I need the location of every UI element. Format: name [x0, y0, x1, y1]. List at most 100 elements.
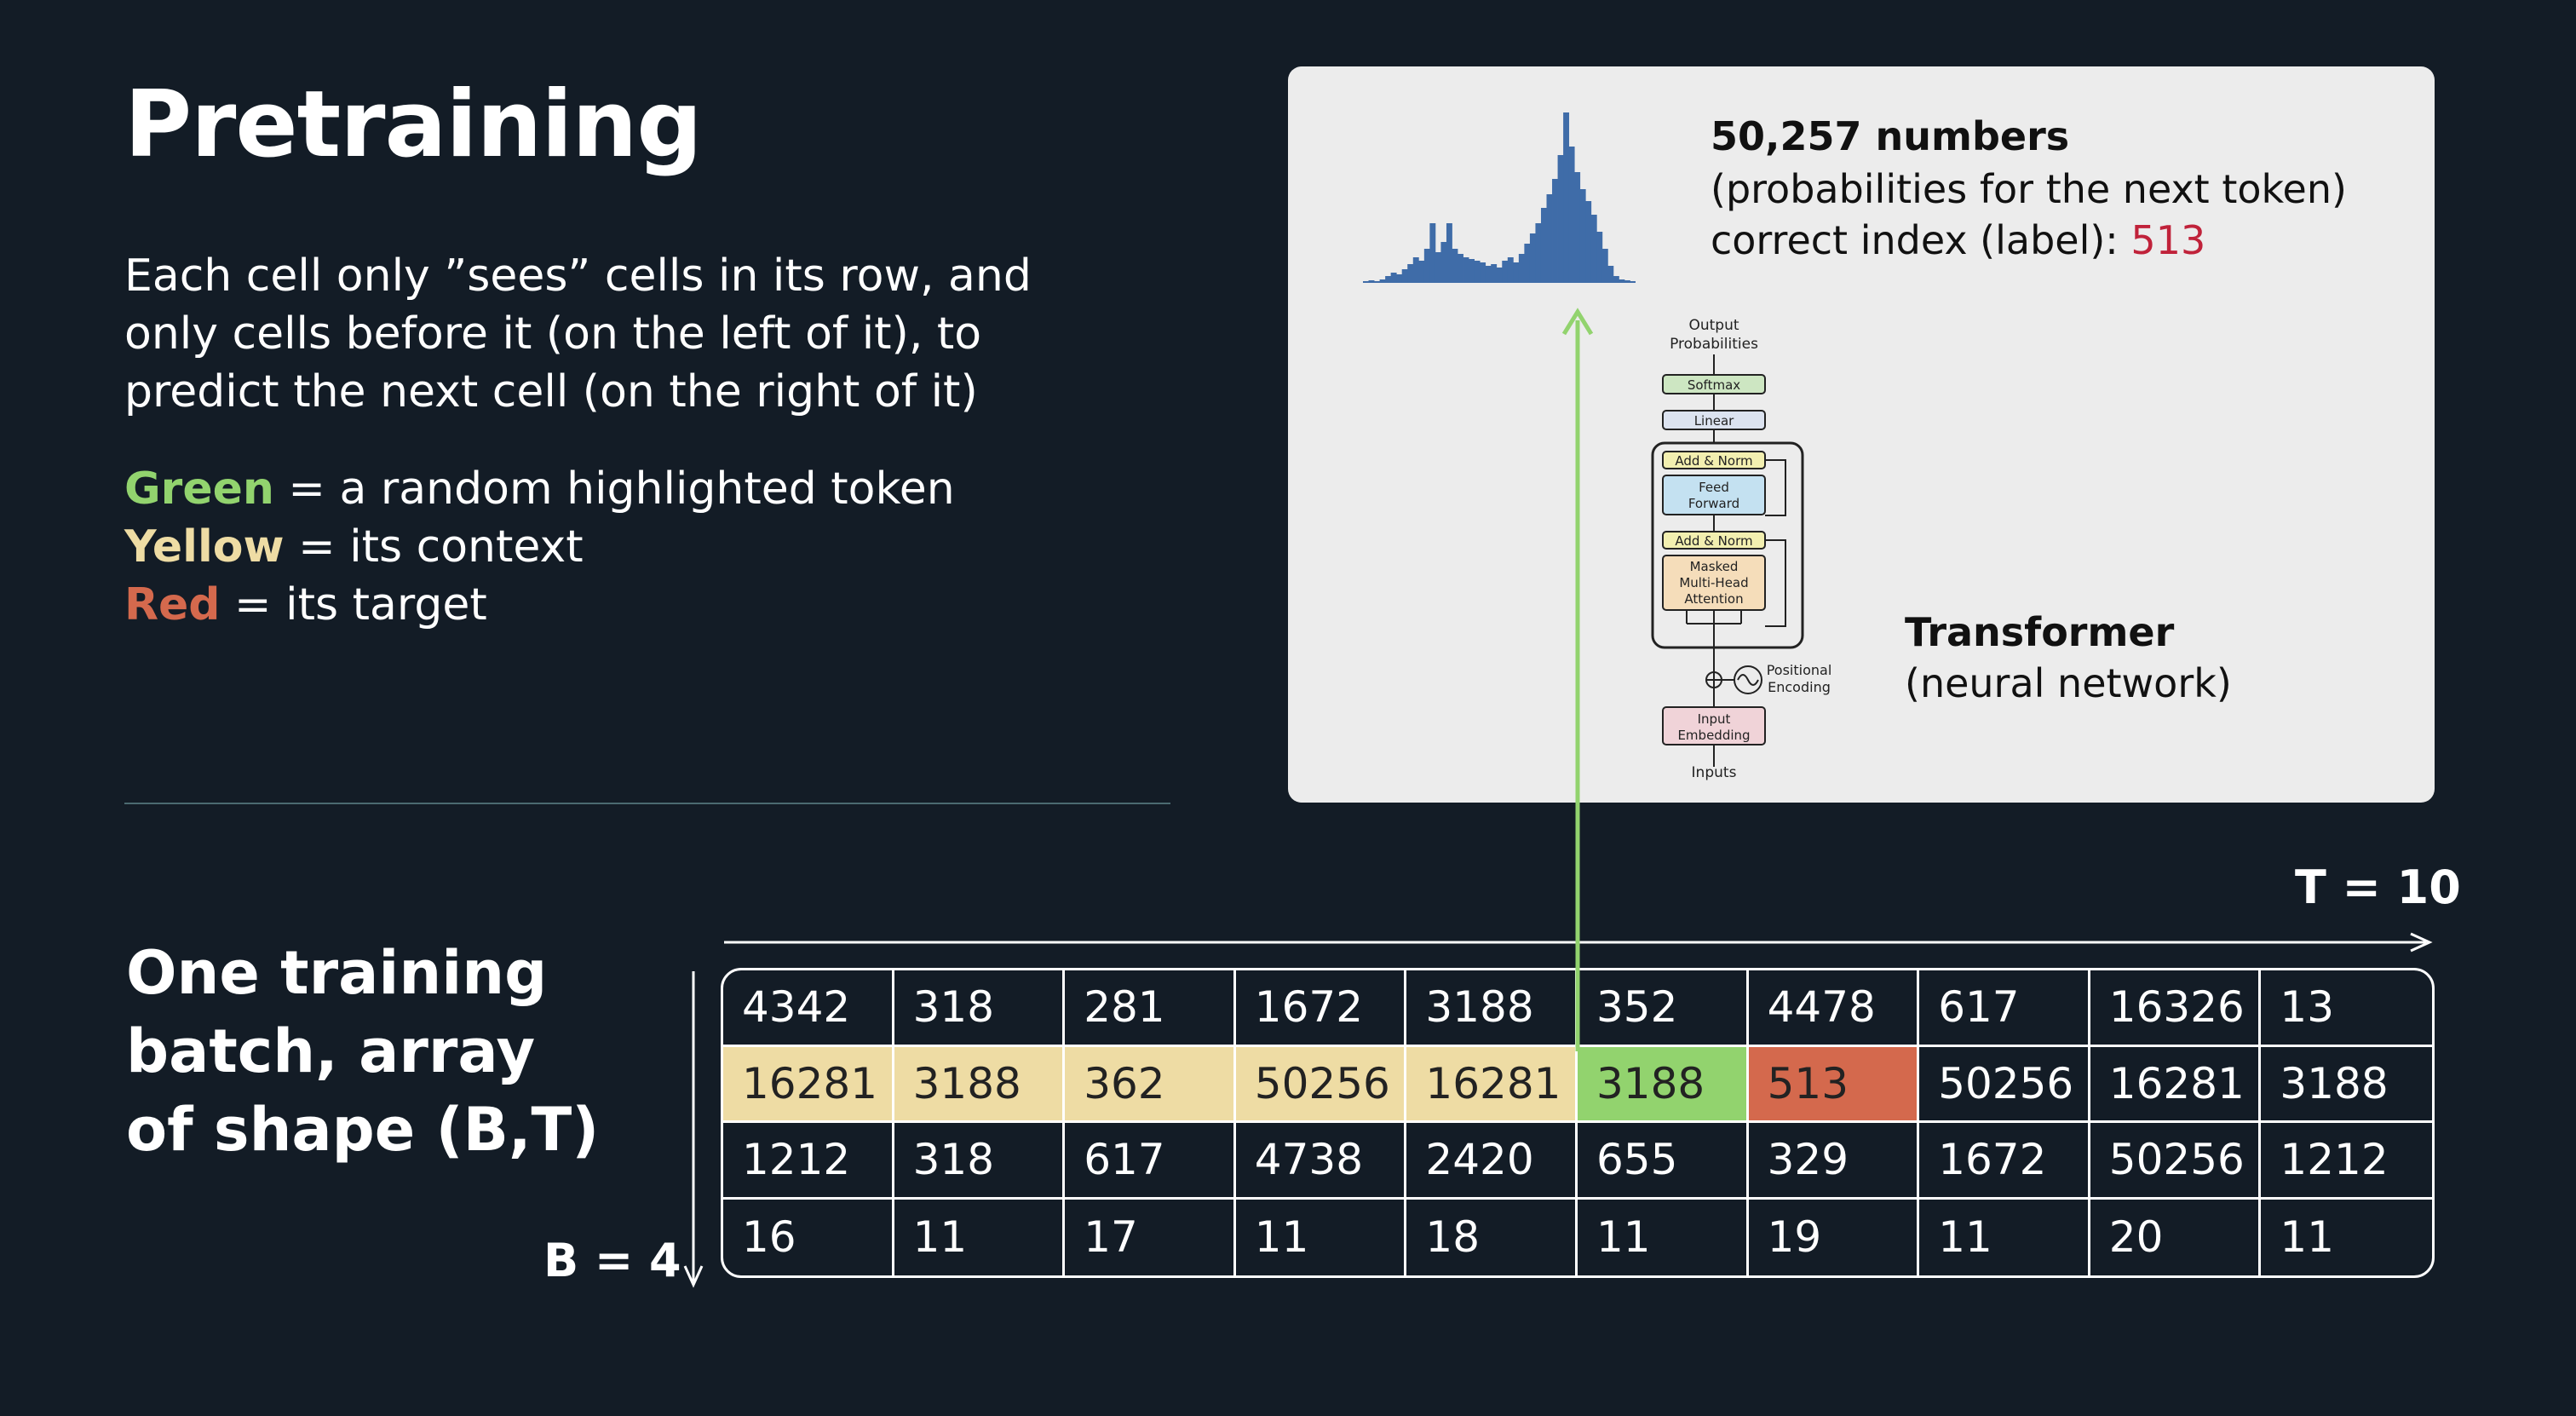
histogram-bar: [1368, 280, 1375, 283]
t-axis-label: T = 10: [2295, 861, 2461, 914]
numbers-subtitle: (probabilities for the next token): [1711, 166, 2347, 212]
legend-red-text: = its target: [220, 579, 487, 630]
slide-title: Pretraining: [124, 72, 703, 178]
b-axis-label: B = 4: [543, 1234, 681, 1287]
batch-cell: 13: [2261, 970, 2432, 1047]
histogram-bar: [1407, 264, 1414, 283]
histogram-bar: [1463, 257, 1469, 283]
batch-cell: 3188: [1406, 970, 1578, 1047]
batch-label: One training batch, array of shape (B,T): [126, 938, 600, 1165]
arch-inputs: Inputs: [1692, 764, 1737, 781]
histogram-bar: [1568, 147, 1575, 283]
batch-cell: 11: [894, 1199, 1066, 1275]
label-line: correct index (label): 513: [1711, 215, 2205, 266]
batch-cell: 16281: [723, 1046, 894, 1123]
histogram-bar: [1518, 254, 1525, 283]
legend-green-keyword: Green: [124, 463, 274, 515]
histogram-bar: [1396, 274, 1403, 283]
batch-cell: 3188: [2261, 1047, 2432, 1123]
histogram-bar: [1502, 261, 1509, 283]
histogram-bar: [1579, 189, 1586, 283]
batch-cell: 50256: [1919, 1046, 2090, 1123]
numbers-title: 50,257 numbers: [1711, 113, 2070, 159]
arch-pos-line2: Encoding: [1768, 679, 1831, 695]
histogram-bar: [1496, 268, 1503, 283]
legend-red-keyword: Red: [124, 579, 221, 630]
histogram-bar: [1619, 279, 1625, 283]
histogram-bar: [1474, 261, 1481, 283]
batch-cell: 4478: [1748, 970, 1920, 1047]
histogram-bar: [1458, 254, 1463, 283]
histogram-bar: [1440, 242, 1447, 283]
batch-cell: 16326: [2090, 970, 2262, 1047]
batch-cell: 11: [1578, 1199, 1749, 1275]
histogram-bar: [1624, 280, 1630, 283]
arch-att-line1: Masked: [1690, 559, 1739, 574]
batch-cell: 318: [894, 970, 1066, 1047]
histogram-bar: [1390, 273, 1397, 283]
label-value: 513: [2130, 217, 2206, 263]
batch-cell: 362: [1065, 1046, 1236, 1123]
histogram-bar: [1418, 261, 1425, 283]
histogram-bar: [1435, 252, 1441, 283]
histogram-bar: [1552, 179, 1558, 283]
histogram-bar: [1546, 194, 1553, 283]
batch-cell: 11: [1236, 1199, 1407, 1275]
arch-output-line2: Probabilities: [1670, 336, 1758, 353]
histogram-bar: [1374, 281, 1380, 283]
batch-cell: 11: [2280, 1212, 2335, 1263]
histogram-bar: [1480, 262, 1486, 283]
arch-softmax: Softmax: [1688, 377, 1740, 393]
batch-cell: 4342: [723, 970, 894, 1047]
batch-cell: 16: [723, 1199, 894, 1275]
batch-cell: 318: [894, 1123, 1066, 1200]
legend-yellow-text: = its context: [284, 521, 584, 573]
histogram-bar: [1529, 233, 1536, 283]
arch-ff-line1: Feed: [1699, 480, 1729, 495]
batch-cell: 17: [1065, 1199, 1236, 1275]
batch-grid: 4342 318 281 1672 3188 352 4478 617 16326 13 16281…: [721, 968, 2435, 1278]
batch-cell: 281: [1065, 970, 1236, 1047]
legend-yellow: Yellow = its context: [124, 518, 584, 576]
histogram-bar: [1596, 232, 1603, 283]
arch-positional-icon: [1734, 665, 1762, 694]
arch-pos-line1: Positional: [1767, 662, 1832, 678]
model-panel: [1288, 66, 2435, 803]
batch-cell: 18: [1406, 1199, 1578, 1275]
batch-cell: 2420: [1406, 1123, 1578, 1200]
histogram-bar: [1412, 257, 1419, 283]
batch-cell: 513: [1748, 1046, 1920, 1123]
histogram-bar: [1535, 223, 1542, 283]
batch-cell: 16281: [2090, 1046, 2262, 1123]
legend-red: Red = its target: [124, 576, 487, 634]
histogram-bar: [1557, 155, 1564, 283]
arch-ff-line2: Forward: [1688, 496, 1739, 511]
histogram-bar: [1590, 215, 1597, 283]
histogram-bar: [1446, 223, 1452, 283]
histogram-bar: [1423, 249, 1430, 283]
histogram-bar: [1429, 223, 1436, 283]
histogram-bar: [1491, 264, 1498, 283]
batch-cell: 16281: [1406, 1046, 1578, 1123]
batch-cell: 3188: [1578, 1046, 1749, 1123]
transformer-diagram: Output Probabilities Softmax Linear Add …: [1651, 317, 1832, 781]
arch-att-line3: Attention: [1684, 591, 1743, 607]
batch-cell: 11: [1919, 1199, 2090, 1275]
transformer-subtitle: (neural network): [1905, 660, 2232, 706]
histogram-bar: [1507, 257, 1514, 283]
histogram-bar: [1607, 266, 1614, 283]
arch-addnorm-top: Add & Norm: [1675, 453, 1752, 469]
batch-cell: 3188: [894, 1046, 1066, 1123]
batch-cell: 1672: [1919, 1123, 2090, 1200]
histogram-bar: [1385, 276, 1392, 283]
histogram-bar: [1563, 112, 1570, 283]
batch-cell: 1672: [1235, 970, 1407, 1047]
histogram-bar: [1401, 269, 1408, 283]
histogram-bar: [1485, 266, 1492, 283]
batch-cell: 329: [1748, 1123, 1920, 1200]
batch-cell: 1212: [2261, 1123, 2432, 1200]
batch-cell: 617: [1919, 970, 2090, 1047]
divider: [124, 803, 1170, 804]
arch-block: [1651, 441, 1804, 649]
histogram-bar: [1630, 281, 1636, 283]
